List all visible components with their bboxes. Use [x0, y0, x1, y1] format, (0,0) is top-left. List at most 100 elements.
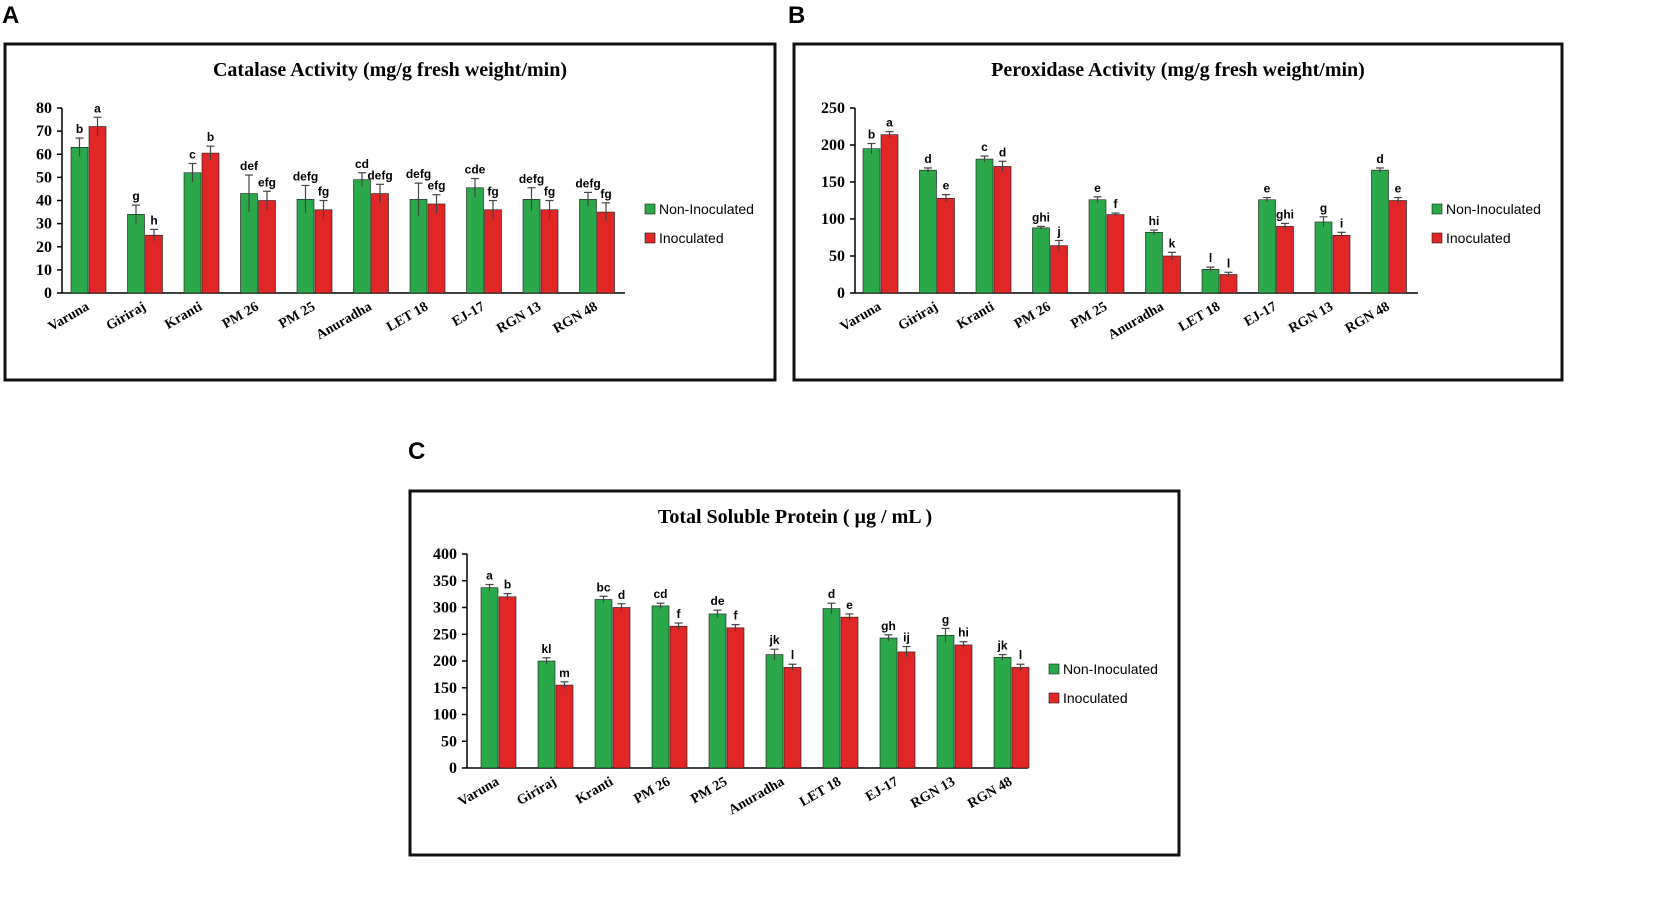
catalase-significance-label: b	[207, 130, 214, 144]
peroxidase-bar-inoculated	[880, 134, 899, 294]
peroxidase-significance-label: e	[1264, 182, 1271, 196]
protein-bar-inoculated	[897, 651, 916, 769]
protein-legend-swatch-inoculated	[1048, 692, 1060, 704]
peroxidase-significance-label: d	[1376, 152, 1383, 166]
protein-y-tick-label: 400	[433, 546, 457, 563]
peroxidase-y-tick-label: 250	[821, 100, 845, 117]
catalase-bar-inoculated	[540, 209, 559, 294]
peroxidase-legend-label-non-inoculated: Non-Inoculated	[1446, 201, 1541, 217]
protein-y-tick-label: 150	[433, 680, 457, 697]
peroxidase-significance-label: f	[1114, 197, 1119, 211]
peroxidase-bar-inoculated	[1106, 214, 1125, 294]
protein-bar-non-inoculated	[480, 587, 499, 769]
catalase-significance-label: fg	[544, 185, 555, 199]
catalase-bar-non-inoculated	[522, 199, 541, 294]
protein-significance-label: f	[677, 607, 682, 621]
protein-y-tick-label: 250	[433, 626, 457, 643]
protein-bar-inoculated	[555, 684, 574, 769]
protein-significance-label: b	[504, 578, 511, 592]
catalase-significance-label: a	[94, 101, 101, 115]
protein-bar-inoculated	[954, 644, 973, 769]
peroxidase-bar-inoculated	[1050, 245, 1068, 294]
peroxidase-bar-non-inoculated	[1371, 169, 1389, 294]
catalase-significance-label: cde	[465, 163, 486, 177]
catalase-chart-title: Catalase Activity (mg/g fresh weight/min…	[213, 59, 567, 81]
protein-significance-label: hi	[958, 626, 969, 640]
peroxidase-y-tick-label: 50	[829, 248, 845, 265]
peroxidase-bar-non-inoculated	[975, 158, 994, 294]
protein-bar-inoculated	[612, 607, 631, 769]
protein-legend-label-non-inoculated: Non-Inoculated	[1063, 661, 1158, 677]
protein-y-tick-label: 100	[433, 707, 457, 724]
catalase-bar-inoculated	[258, 200, 276, 294]
catalase-y-tick-label: 20	[36, 239, 52, 256]
peroxidase-significance-label: ghi	[1032, 210, 1050, 224]
protein-bar-non-inoculated	[936, 635, 955, 769]
peroxidase-y-tick-label: 0	[837, 285, 845, 302]
peroxidase-bar-inoculated	[1163, 255, 1181, 294]
protein-bar-non-inoculated	[594, 599, 613, 769]
peroxidase-significance-label: j	[1056, 224, 1060, 238]
catalase-significance-label: defg	[293, 169, 318, 183]
peroxidase-significance-label: e	[1395, 182, 1402, 196]
catalase-significance-label: fg	[318, 185, 329, 199]
protein-significance-label: g	[942, 612, 949, 626]
peroxidase-chart-title: Peroxidase Activity (mg/g fresh weight/m…	[991, 59, 1365, 81]
protein-bar-inoculated	[840, 616, 859, 769]
protein-bar-non-inoculated	[651, 605, 670, 769]
protein-significance-label: f	[734, 609, 739, 623]
protein-bar-non-inoculated	[708, 613, 727, 769]
protein-bar-inoculated	[669, 625, 688, 769]
protein-bar-non-inoculated	[879, 637, 898, 769]
peroxidase-bar-non-inoculated	[862, 148, 881, 294]
protein-legend-label-inoculated: Inoculated	[1063, 690, 1128, 706]
protein-bar-inoculated	[498, 596, 517, 769]
catalase-bar-inoculated	[484, 209, 502, 294]
protein-chart-title: Total Soluble Protein ( µg / mL )	[658, 506, 932, 528]
protein-significance-label: kl	[541, 642, 551, 656]
protein-significance-label: l	[1019, 648, 1022, 662]
peroxidase-bar-non-inoculated	[1088, 199, 1107, 294]
peroxidase-significance-label: l	[1227, 256, 1230, 270]
protein-bar-inoculated	[783, 667, 802, 769]
catalase-bar-inoculated	[314, 209, 333, 294]
catalase-bar-inoculated	[427, 203, 446, 294]
catalase-significance-label: efg	[258, 175, 276, 189]
catalase-y-tick-label: 70	[36, 123, 52, 140]
protein-bar-non-inoculated	[765, 654, 784, 769]
peroxidase-y-tick-label: 200	[821, 137, 845, 154]
catalase-y-tick-label: 40	[36, 193, 52, 210]
protein-significance-label: gh	[881, 619, 896, 633]
peroxidase-bar-non-inoculated	[919, 169, 937, 294]
catalase-bar-inoculated	[597, 211, 615, 294]
protein-significance-label: d	[828, 587, 835, 601]
catalase-legend-label-inoculated: Inoculated	[659, 230, 724, 246]
peroxidase-legend-swatch-non-inoculated	[1431, 203, 1443, 215]
peroxidase-bar-non-inoculated	[1201, 269, 1220, 294]
peroxidase-significance-label: d	[924, 152, 931, 166]
protein-bar-non-inoculated	[822, 608, 841, 769]
protein-y-tick-label: 350	[433, 573, 457, 590]
peroxidase-bar-inoculated	[1276, 226, 1294, 294]
catalase-significance-label: fg	[600, 187, 611, 201]
catalase-bar-non-inoculated	[296, 199, 315, 294]
peroxidase-significance-label: l	[1209, 251, 1212, 265]
protein-significance-label: e	[846, 598, 853, 612]
catalase-bar-inoculated	[201, 152, 220, 294]
catalase-chart-group: Catalase Activity (mg/g fresh weight/min…	[3, 42, 777, 382]
catalase-y-tick-label: 50	[36, 169, 52, 186]
protein-significance-label: l	[791, 648, 794, 662]
peroxidase-bar-inoculated	[937, 197, 955, 294]
catalase-y-tick-label: 80	[36, 100, 52, 117]
catalase-y-tick-label: 30	[36, 216, 52, 233]
peroxidase-significance-label: e	[1094, 181, 1101, 195]
protein-significance-label: jk	[768, 633, 779, 647]
catalase-bar-non-inoculated	[579, 199, 597, 294]
peroxidase-legend-label-inoculated: Inoculated	[1446, 230, 1511, 246]
protein-significance-label: d	[618, 588, 625, 602]
protein-y-tick-label: 50	[441, 733, 457, 750]
protein-bar-inoculated	[726, 627, 745, 769]
panel-letter-c: C	[408, 438, 426, 465]
catalase-significance-label: fg	[487, 185, 498, 199]
